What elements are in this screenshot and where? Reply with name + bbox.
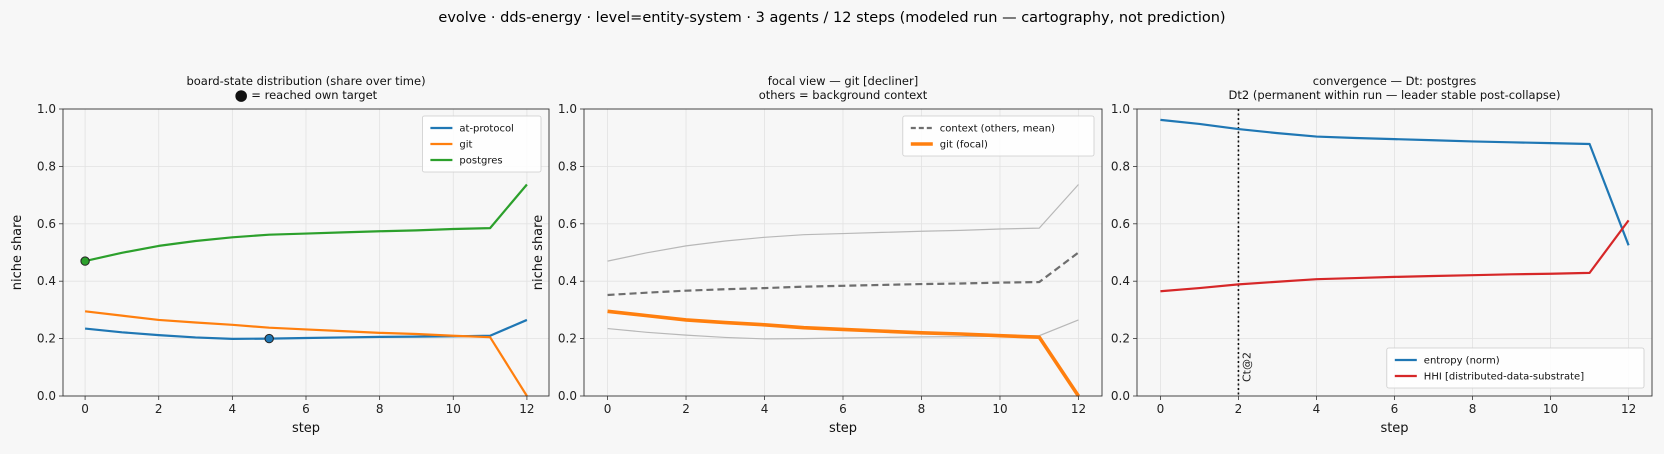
chart2-series-git-focal [607, 309, 1080, 397]
chart2-y-axis-label: niche share [531, 215, 546, 290]
chart1-series-postgres [84, 183, 528, 263]
chart1-series-git [84, 310, 528, 397]
chart1-y-tick-label: 0.6 [37, 217, 56, 231]
chart3-title: convergence — Dt: postgres [1313, 74, 1477, 88]
chart1-legend-label-at-protocol: at-protocol [459, 124, 513, 135]
chart1-y-tick-label: 0.2 [37, 332, 56, 346]
chart3-x-tick-label: 8 [1469, 402, 1477, 416]
chart2-x-tick-label: 0 [604, 402, 612, 416]
chart3-legend-label-entropy-norm: entropy (norm) [1424, 356, 1500, 367]
chart2-x-tick-label: 12 [1071, 402, 1086, 416]
chart2-x-tick-label: 10 [992, 402, 1007, 416]
chart3-series-hhi-distributed-data-substrate [1160, 219, 1630, 293]
chart3-y-tick-label: 0.4 [1111, 274, 1130, 288]
chart2-legend-label-git-focal: git (focal) [940, 140, 988, 151]
chart1-y-tick-label: 1.0 [37, 102, 56, 116]
chart1-target-marker-postgres [80, 256, 90, 266]
chart1-y-axis-label: niche share [10, 215, 25, 290]
chart1-legend-box [421, 115, 542, 173]
chart1-y-tick-label: 0.8 [37, 159, 56, 173]
chart2-y-tick-label: 0.4 [558, 274, 577, 288]
figure-suptitle: evolve · dds-energy · level=entity-syste… [438, 10, 1225, 26]
chart2-background-line [607, 184, 1079, 262]
chart2-y-tick-label: 0.8 [558, 159, 577, 173]
chart3-x-tick-label: 10 [1543, 402, 1558, 416]
chart3-x-tick-label: 4 [1313, 402, 1321, 416]
chart3-x-tick-label: 12 [1621, 402, 1636, 416]
chart2-x-axis-label: step [829, 421, 857, 436]
chart3-vline-label: Ct@2 [1240, 352, 1253, 382]
chart-focal-view-git: 0 2 4 6 8 10 12 0.0 0.2 0.4 0.6 0.8 1.0 focal view — … [531, 74, 1103, 436]
chart2-legend-label-context-others-mean: context (others, mean) [940, 124, 1055, 135]
chart2-legend-box [902, 115, 1095, 157]
chart2-legend: context (others, mean) git (focal) [902, 115, 1095, 157]
chart2-subtitle: others = background context [759, 88, 928, 102]
chart2-y-tick-label: 0.0 [558, 389, 577, 403]
chart1-legend: at-protocol git postgres [421, 115, 542, 173]
chart3-x-tick-label: 6 [1391, 402, 1399, 416]
chart2-x-tick-label: 4 [761, 402, 769, 416]
chart1-x-tick-label: 10 [446, 402, 461, 416]
chart3-y-tick-label: 0.8 [1111, 159, 1130, 173]
chart1-y-tick-label: 0.0 [37, 389, 56, 403]
chart2-y-tick-label: 1.0 [558, 102, 577, 116]
chart1-subtitle: ⬤ = reached own target [235, 88, 378, 102]
chart3-legend-label-hhi-distributed-data-substrate: HHI [distributed-data-substrate] [1424, 372, 1584, 383]
chart3-y-tick-label: 0.0 [1111, 389, 1130, 403]
chart1-x-tick-label: 12 [519, 402, 534, 416]
chart3-legend: entropy (norm) HHI [distributed-data-subs… [1386, 347, 1645, 389]
chart3-axes-frame [1136, 108, 1653, 397]
chart2-x-tick-label: 6 [839, 402, 847, 416]
chart3-x-tick-label: 2 [1235, 402, 1243, 416]
chart3-y-tick-label: 1.0 [1111, 102, 1130, 116]
chart1-x-tick-label: 4 [229, 402, 237, 416]
chart2-x-tick-label: 8 [918, 402, 926, 416]
chart3-y-tick-label: 0.2 [1111, 332, 1130, 346]
chart1-x-tick-label: 8 [376, 402, 384, 416]
chart2-x-tick-label: 2 [682, 402, 690, 416]
chart-convergence: 0 2 4 6 8 10 12 0.0 0.2 0.4 0.6 0.8 1.0 Ct@2 convergen… [1111, 74, 1653, 436]
chart3-subtitle: Dt2 (permanent within run — leader stabl… [1229, 88, 1561, 102]
chart2-y-tick-label: 0.2 [558, 332, 577, 346]
chart2-series-context-others-mean [607, 251, 1080, 297]
chart2-y-tick-label: 0.6 [558, 217, 577, 231]
chart1-target-marker-at-protocol [264, 333, 274, 344]
chart3-series-entropy-norm [1160, 118, 1630, 246]
chart2-axes-frame [583, 108, 1103, 397]
chart1-x-tick-label: 2 [155, 402, 163, 416]
chart1-x-axis-label: step [292, 421, 320, 436]
chart1-legend-label-postgres: postgres [459, 156, 502, 167]
chart1-title: board-state distribution (share over tim… [186, 74, 425, 88]
chart-board-state-distribution: 0 2 4 6 8 10 12 0.0 0.2 0.4 0.6 0.8 1.0 board-state d… [10, 74, 550, 436]
chart2-title: focal view — git [decliner] [768, 74, 918, 88]
chart3-x-tick-label: 0 [1157, 402, 1165, 416]
chart1-y-tick-label: 0.4 [37, 274, 56, 288]
chart3-legend-box [1386, 347, 1645, 389]
chart1-x-tick-label: 0 [81, 402, 89, 416]
chart1-x-tick-label: 6 [302, 402, 310, 416]
chart3-y-tick-label: 0.6 [1111, 217, 1130, 231]
chart3-x-axis-label: step [1380, 421, 1408, 436]
chart1-axes-frame [62, 108, 550, 397]
chart1-legend-label-git: git [459, 140, 472, 151]
